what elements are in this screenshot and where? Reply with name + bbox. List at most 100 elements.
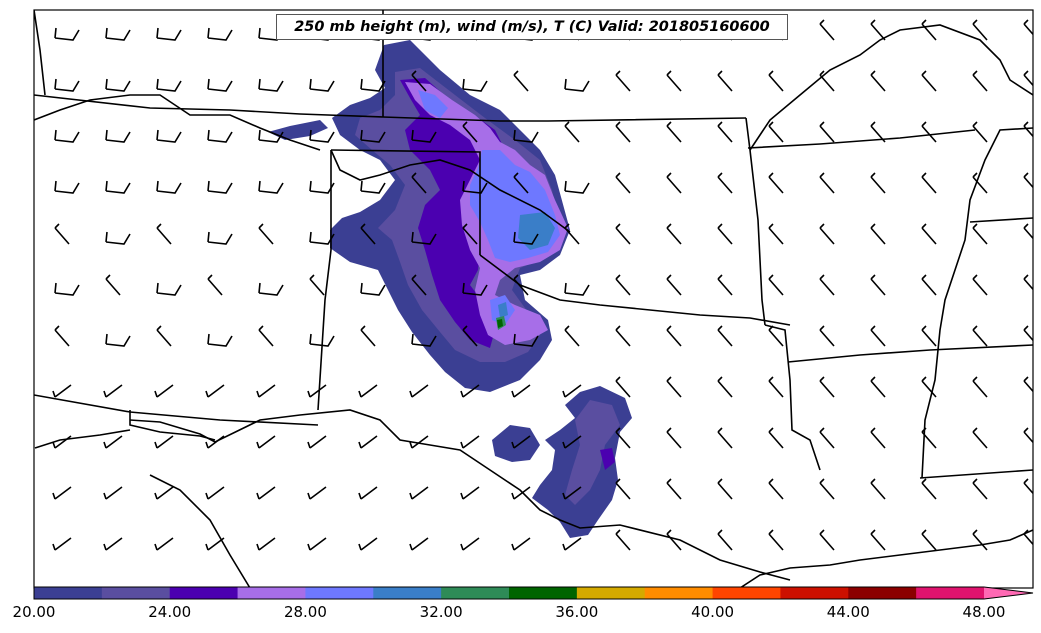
wind-barb (156, 282, 182, 296)
wind-barb (156, 129, 182, 143)
wind-barb (513, 231, 539, 245)
wind-barb (666, 427, 682, 449)
shade-region-blue (418, 90, 560, 325)
wind-barb (156, 180, 182, 194)
kansas-east-border (745, 117, 766, 326)
colorbar-segment (441, 587, 510, 599)
wind-barb (462, 282, 488, 296)
wind-barb (972, 478, 988, 500)
wind-barb (870, 325, 886, 347)
wind-barb (615, 223, 631, 245)
wind-barb (358, 384, 378, 398)
shade-region-nw-patch (268, 120, 328, 140)
colorbar-segment (169, 587, 239, 599)
colorbar-tick-label: 32.00 (419, 603, 463, 621)
wind-barb (819, 529, 835, 551)
wind-barb (205, 384, 225, 398)
colorbar-segment (373, 587, 442, 599)
wind-barb (768, 223, 784, 245)
wind-barb (360, 78, 386, 92)
wind-barb (156, 325, 172, 347)
nebraska-south-border (34, 94, 747, 122)
wind-barb (1023, 70, 1033, 87)
wind-barb (921, 172, 937, 194)
wind-barb (207, 78, 233, 92)
wind-barb (205, 537, 225, 551)
wind-barb (717, 121, 733, 143)
wind-barb (409, 435, 429, 449)
wind-barb (307, 435, 327, 449)
wind-barb (411, 274, 427, 296)
wind-barb (972, 427, 988, 449)
wind-barb (564, 78, 590, 92)
wind-barb (768, 121, 784, 143)
wind-barb (511, 486, 531, 500)
colorbar-segment (712, 587, 781, 599)
wind-barb (921, 70, 937, 92)
wind-barb (717, 274, 733, 296)
colorbar-extend-arrow (984, 587, 1033, 599)
wind-barb (666, 376, 682, 398)
wind-barb (870, 70, 886, 92)
wind-barb (360, 282, 386, 296)
wind-barb (462, 325, 478, 347)
wind-barb (360, 129, 386, 143)
colorbar-tick-label: 28.00 (283, 603, 327, 621)
wind-barb (564, 325, 580, 347)
wind-barb (360, 223, 376, 245)
wind-barb (870, 121, 886, 143)
wind-barb (972, 376, 988, 398)
wind-barb (819, 70, 835, 92)
wind-barb (819, 325, 835, 347)
wind-barb (870, 223, 886, 245)
wind-barb (717, 172, 733, 194)
wind-barb (972, 325, 988, 347)
wind-barb (309, 333, 335, 347)
wind-barb (105, 27, 131, 41)
colorbar-segment (237, 587, 306, 599)
wind-barb (921, 427, 937, 449)
wind-barb (460, 486, 480, 500)
missouri-south-border (747, 129, 976, 149)
kansas-river-coast (330, 149, 571, 233)
wind-barb (513, 129, 539, 143)
wind-barb (256, 435, 276, 449)
wind-barb (562, 486, 582, 500)
wind-barb (307, 384, 327, 398)
wind-barb (1023, 172, 1033, 189)
wind-barb (52, 435, 72, 449)
wind-barb (256, 537, 276, 551)
gulf-coast (739, 529, 1033, 588)
map-background (34, 10, 1033, 588)
wind-barb (562, 435, 582, 449)
colorbar (33, 586, 1034, 600)
wind-barb (411, 129, 437, 143)
kansas-south-border (330, 149, 481, 255)
wind-barb (156, 223, 172, 245)
wind-barb (972, 529, 988, 551)
wind-barb (54, 78, 80, 92)
wind-barb (411, 70, 427, 92)
wind-barb (307, 537, 327, 551)
wind-barb (870, 427, 886, 449)
wind-barb (768, 478, 784, 500)
wind-barb (666, 223, 682, 245)
wind-barb (615, 376, 631, 398)
colorbar-tick-label: 44.00 (826, 603, 870, 621)
wind-barb (154, 537, 174, 551)
wind-barb (511, 435, 531, 449)
colorbar-segment (101, 587, 171, 599)
ok-south-river (479, 254, 791, 326)
louisiana-border (919, 469, 1033, 479)
wind-barb (54, 282, 80, 296)
wind-barb (207, 27, 233, 41)
wind-barb (564, 121, 580, 143)
colorbar-segment (780, 587, 849, 599)
wind-barb (105, 180, 131, 194)
wind-barb (768, 172, 784, 194)
wind-barb (258, 78, 284, 92)
wind-barb (562, 537, 582, 551)
wind-speed-shading (268, 40, 632, 538)
wind-barb (513, 333, 539, 347)
wind-barb (358, 486, 378, 500)
